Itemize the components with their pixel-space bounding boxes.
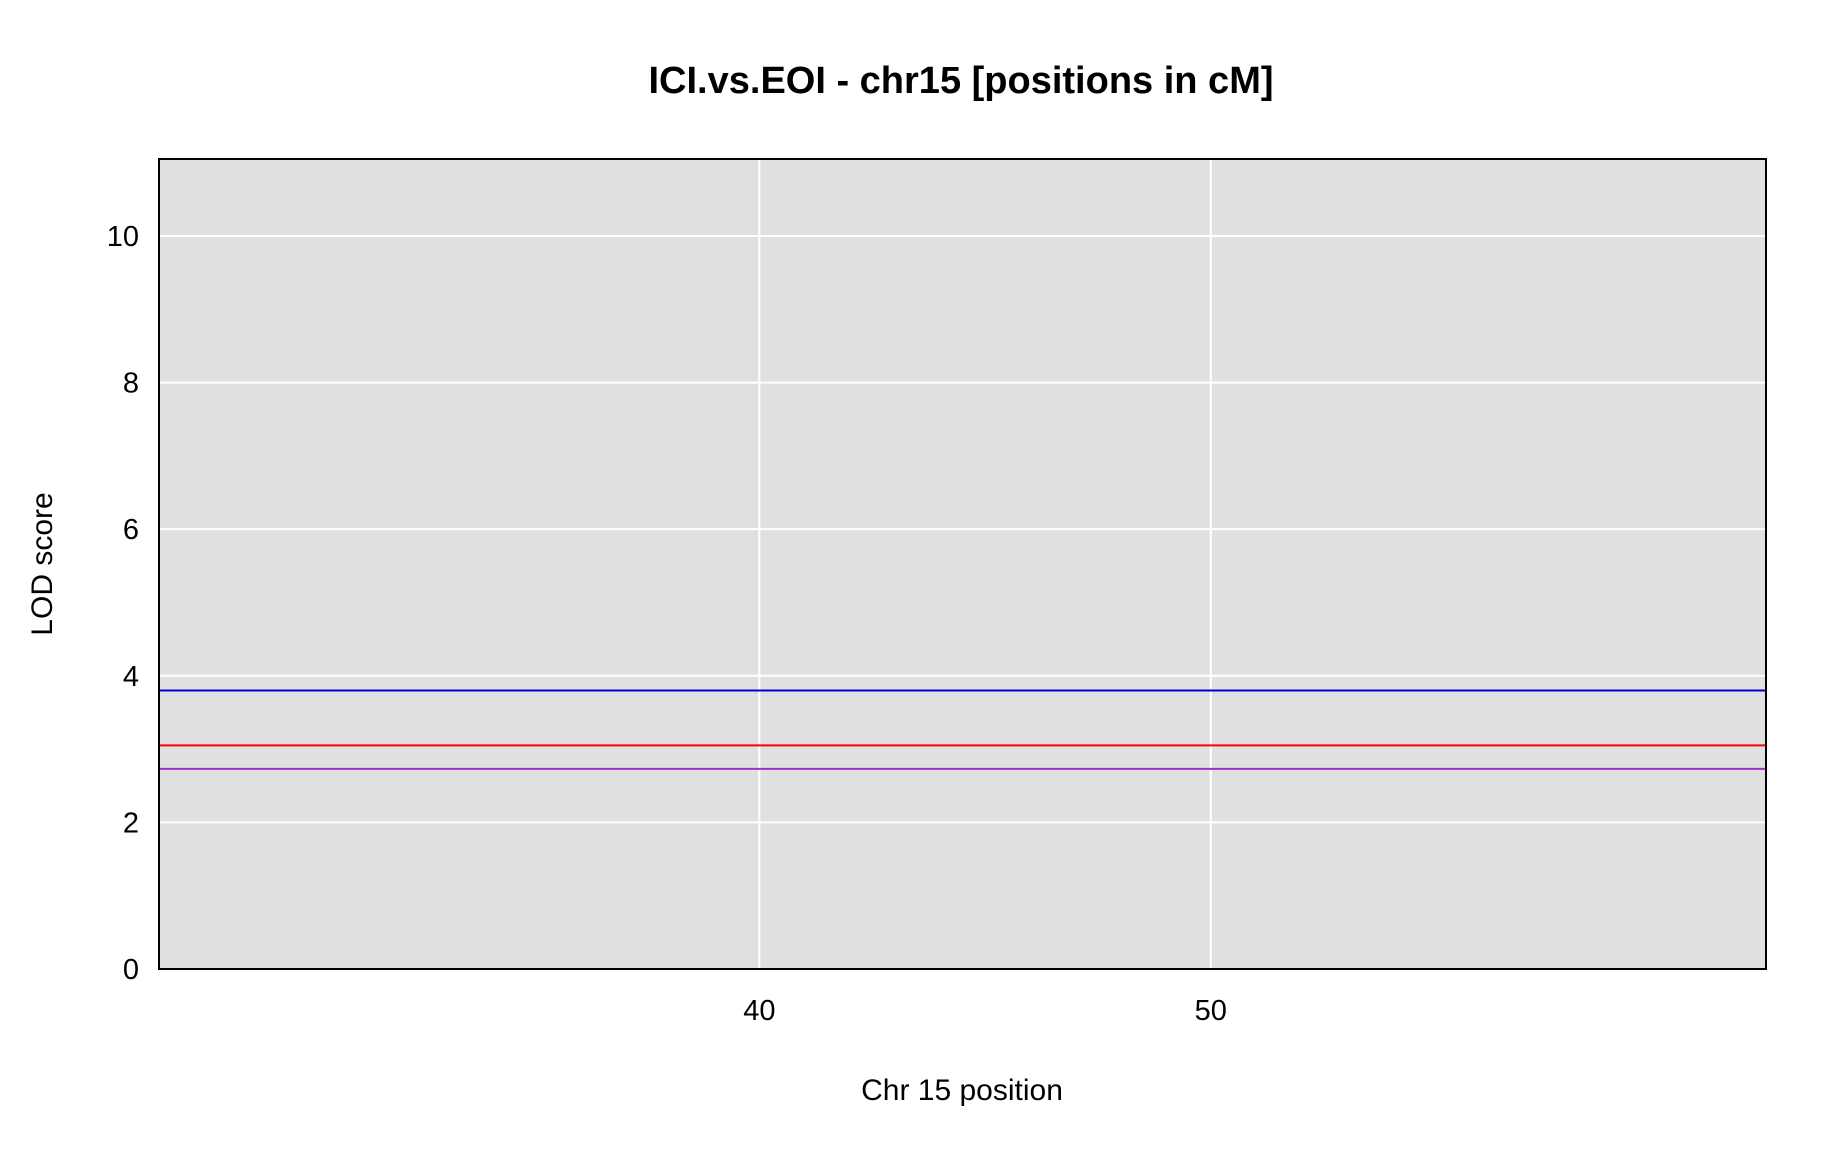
y-tick-labels: 0 2 4 6 8 10 [107,221,139,986]
y-tick-label: 10 [107,221,139,253]
y-tick-label: 8 [123,368,139,400]
series-lines [159,689,1766,770]
x-gridlines [758,159,1212,969]
y-tick-label: 2 [123,807,139,839]
plot-background [159,159,1766,969]
x-tick-label: 50 [1195,995,1227,1027]
y-tick-label: 6 [123,514,139,546]
x-axis-label: Chr 15 position [861,1074,1063,1107]
y-gridlines [159,234,1766,824]
x-tick-labels: 40 50 [743,995,1227,1027]
y-axis-label: LOD score [26,492,59,635]
y-tick-label: 0 [123,954,139,986]
y-tick-label: 4 [123,661,139,693]
x-tick-label: 40 [743,995,775,1027]
plot-frame [158,158,1767,970]
chart-title: ICI.vs.EOI - chr15 [positions in cM] [649,60,1274,102]
